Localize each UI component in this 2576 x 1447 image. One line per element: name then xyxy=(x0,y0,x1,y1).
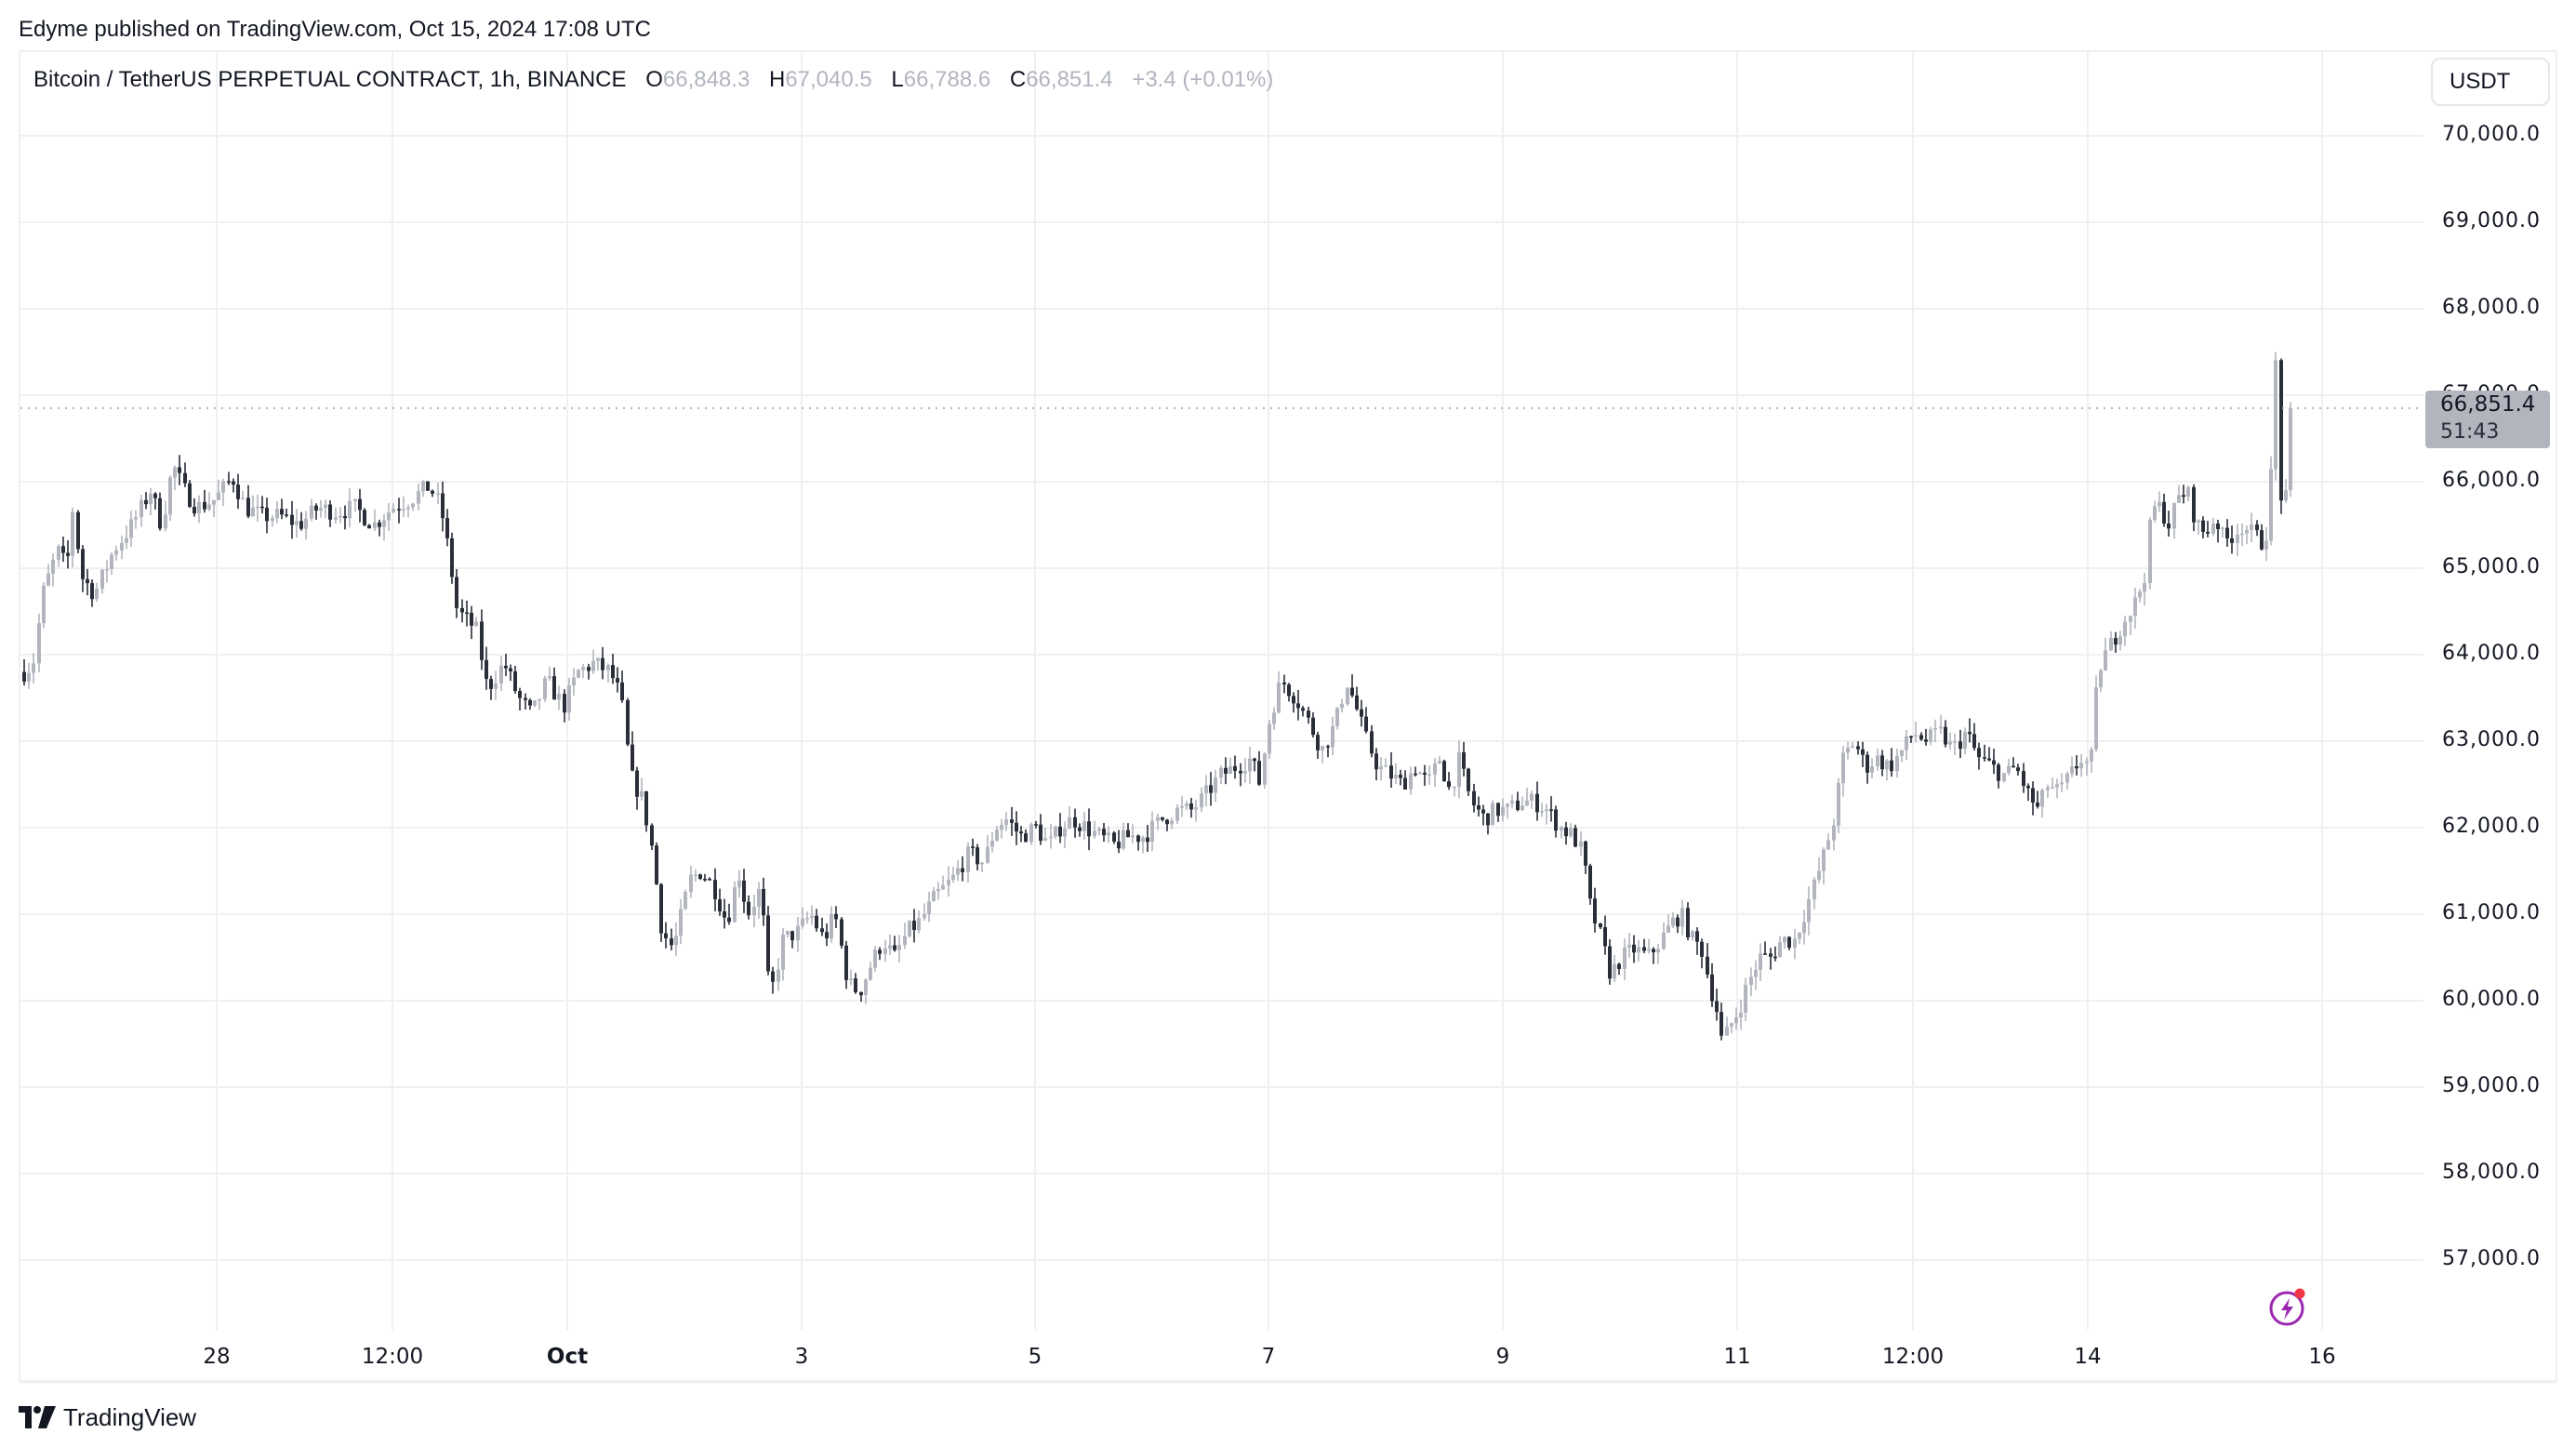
low-value: 66,788.6 xyxy=(903,67,991,92)
price-tick-label: 61,000.0 xyxy=(2442,901,2541,924)
symbol-title: Bitcoin / TetherUS PERPETUAL CONTRACT, 1… xyxy=(33,67,627,92)
last-price-value: 66,851.4 xyxy=(2440,392,2536,417)
last-price-tag: 66,851.4 51:43 xyxy=(2425,391,2550,448)
time-tick-label: 5 xyxy=(1028,1345,1042,1369)
currency-button[interactable]: USDT xyxy=(2431,58,2550,106)
bar-countdown: 51:43 xyxy=(2440,420,2500,444)
published-caption: Edyme published on TradingView.com, Oct … xyxy=(19,17,651,42)
high-value: 67,040.5 xyxy=(785,67,872,92)
time-tick-label: 3 xyxy=(794,1345,809,1369)
price-tick-label: 60,000.0 xyxy=(2442,988,2541,1011)
price-tick-label: 70,000.0 xyxy=(2442,123,2541,146)
change-value: +3.4 (+0.01%) xyxy=(1132,67,1274,92)
price-tick-label: 68,000.0 xyxy=(2442,296,2541,319)
price-tick-label: 59,000.0 xyxy=(2442,1074,2541,1097)
time-tick-label: 12:00 xyxy=(1881,1345,1945,1369)
candles xyxy=(22,352,2292,1041)
time-tick-label: 28 xyxy=(203,1345,231,1369)
lightning-icon[interactable] xyxy=(2267,1285,2310,1328)
tradingview-logo-icon xyxy=(19,1406,56,1428)
tradingview-wordmark: TradingView xyxy=(63,1402,197,1431)
time-tick-label: 11 xyxy=(1723,1345,1751,1369)
tradingview-logo[interactable]: TradingView xyxy=(19,1402,196,1432)
time-tick-label: 14 xyxy=(2074,1345,2102,1369)
price-tick-label: 58,000.0 xyxy=(2442,1161,2541,1184)
time-tick-label: 9 xyxy=(1495,1345,1510,1369)
notification-dot xyxy=(2294,1288,2305,1299)
close-key: C xyxy=(1009,67,1027,92)
symbol-legend: Bitcoin / TetherUS PERPETUAL CONTRACT, 1… xyxy=(33,67,1273,93)
time-tick-label: 12:00 xyxy=(361,1345,424,1369)
close-value: 66,851.4 xyxy=(1026,67,1113,92)
high-key: H xyxy=(768,67,786,92)
price-tick-label: 62,000.0 xyxy=(2442,815,2541,838)
time-tick-label: 7 xyxy=(1261,1345,1276,1369)
open-key: O xyxy=(645,67,663,92)
price-tick-label: 69,000.0 xyxy=(2442,209,2541,232)
price-tick-label: 64,000.0 xyxy=(2442,642,2541,665)
price-tick-label: 66,000.0 xyxy=(2442,469,2541,492)
price-tick-label: 63,000.0 xyxy=(2442,728,2541,751)
open-value: 66,848.3 xyxy=(662,67,750,92)
low-key: L xyxy=(891,67,904,92)
time-tick-label: 16 xyxy=(2308,1345,2336,1369)
price-tick-label: 57,000.0 xyxy=(2442,1247,2541,1270)
time-tick-label: Oct xyxy=(546,1345,589,1369)
price-tick-label: 65,000.0 xyxy=(2442,555,2541,578)
